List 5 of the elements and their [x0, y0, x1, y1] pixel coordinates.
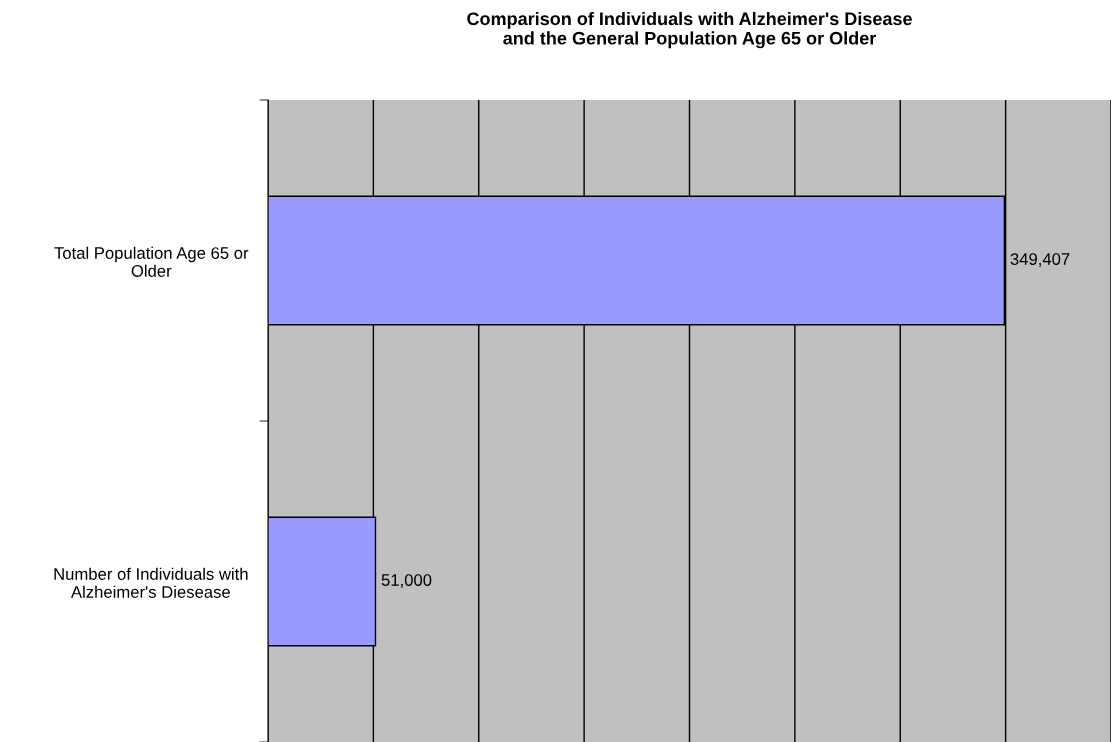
- y-tick-label: Total Population Age 65 or Older: [54, 246, 249, 277]
- data-label: 51,000: [381, 574, 432, 588]
- chart-title: Comparison of Individuals with Alzheimer's Disease and the General Population Age 65 or Older: [467, 11, 912, 49]
- data-label: 349,407: [1010, 253, 1070, 267]
- y-tick-label: Number of Individuals with Alzheimer's Diesease: [54, 567, 248, 598]
